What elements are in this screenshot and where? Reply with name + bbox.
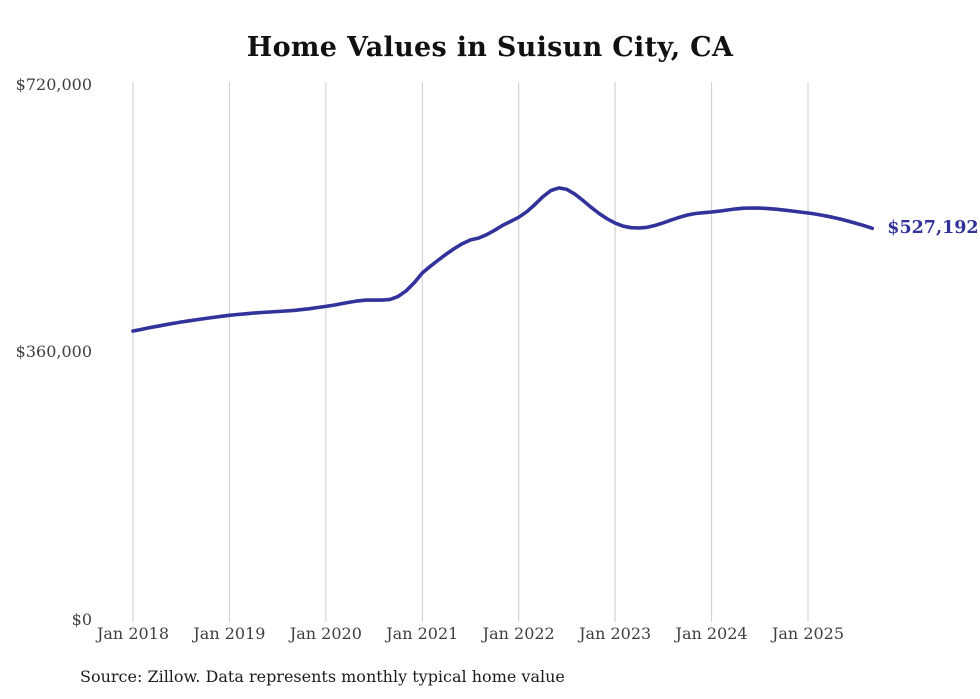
latest-value-label: $527,192 xyxy=(887,218,979,239)
x-axis-tick-jan-2019: Jan 2019 xyxy=(193,624,266,643)
year-gridlines xyxy=(132,82,809,622)
y-axis-tick-720000: $720,000 xyxy=(15,75,92,94)
y-axis-tick-0: $0 xyxy=(71,610,92,629)
x-axis-tick-jan-2021: Jan 2021 xyxy=(386,624,459,643)
source-note: Source: Zillow. Data represents monthly … xyxy=(80,667,565,686)
x-axis-tick-jan-2022: Jan 2022 xyxy=(482,624,555,643)
x-axis-tick-jan-2018: Jan 2018 xyxy=(96,624,170,643)
x-axis-tick-jan-2024: Jan 2024 xyxy=(675,624,748,643)
home-value-series-line xyxy=(131,186,875,333)
x-axis-tick-jan-2023: Jan 2023 xyxy=(579,624,652,643)
chart-title: Home Values in Suisun City, CA xyxy=(246,32,734,63)
x-axis-tick-jan-2025: Jan 2025 xyxy=(771,624,845,643)
x-axis-tick-jan-2020: Jan 2020 xyxy=(289,624,362,643)
y-axis-tick-360000: $360,000 xyxy=(15,342,92,361)
